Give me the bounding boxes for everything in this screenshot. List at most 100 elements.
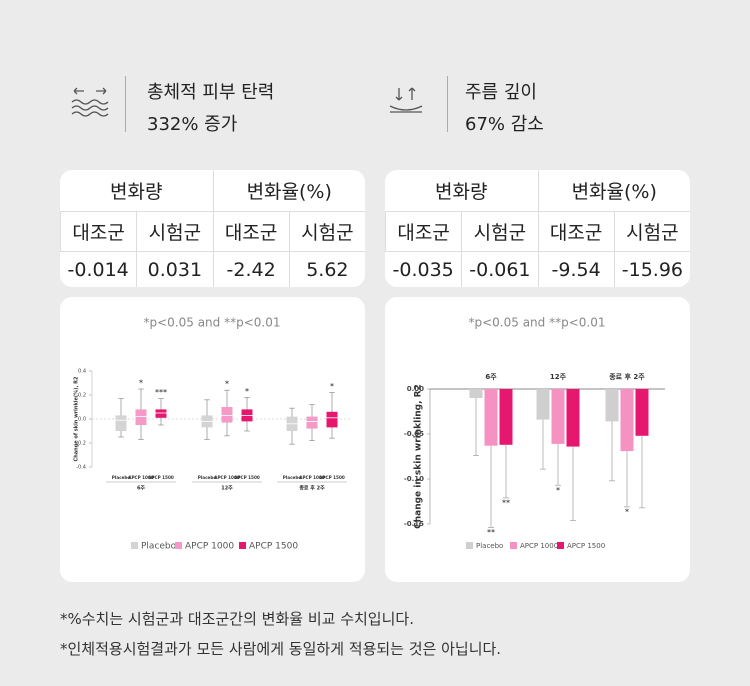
result-table: 변화량 변화율(%) 대조군 시험군 대조군 시험군 -0.035 -0.061… [385, 170, 690, 287]
y-tick-label: -0.15 [404, 520, 424, 528]
significance: ** [502, 498, 510, 507]
table-header: 변화량 [60, 170, 213, 212]
table-subheader: 시험군 [136, 212, 213, 252]
legend-swatch [239, 542, 246, 549]
highlight-value: 332% 증가 [147, 114, 238, 135]
table-subheader: 시험군 [461, 212, 538, 252]
chart-panel [385, 297, 690, 582]
category-label: 12주 [550, 373, 567, 381]
box [306, 416, 318, 429]
table-value: -9.54 [537, 252, 614, 287]
y-tick-label: 0.4 [78, 369, 86, 375]
significance: * [245, 387, 249, 396]
bar [551, 389, 565, 444]
bar [536, 389, 550, 420]
highlight-value: 67% 감소 [465, 114, 544, 135]
legend-swatch [557, 542, 564, 549]
bar [469, 389, 483, 398]
legend-swatch [131, 542, 138, 549]
y-tick-label: 0.00 [407, 385, 424, 393]
category-label: 12주 [221, 485, 233, 492]
legend-swatch [510, 542, 517, 549]
table-value: -2.42 [212, 252, 289, 287]
bar [635, 389, 649, 436]
table-subheader: 대조군 [537, 212, 614, 252]
table-subheader: 시험군 [288, 212, 365, 252]
series-tick-label: APCP 1500 [234, 475, 260, 480]
significance: ** [487, 528, 495, 537]
y-tick-label: 0.2 [78, 393, 86, 399]
category-label: 종료 후 2주 [299, 485, 325, 492]
legend-label: APCP 1500 [567, 542, 605, 550]
y-tick-label: -0.05 [404, 430, 424, 438]
significance: * [556, 486, 560, 495]
table-header: 변화율(%) [537, 170, 690, 212]
table-value: -15.96 [613, 252, 690, 287]
box [135, 409, 147, 425]
series-tick-label: APCP 1000 [214, 475, 240, 480]
box [115, 415, 127, 431]
series-tick-label: Placebo [283, 475, 302, 480]
significance: * [330, 382, 334, 391]
chart-panel [60, 297, 365, 582]
divider [447, 76, 448, 132]
bar [499, 389, 513, 445]
bar [620, 389, 634, 452]
bar [566, 389, 580, 447]
highlight-title: 주름 깊이 [465, 82, 537, 103]
chart-note: *p<0.05 and **p<0.01 [144, 316, 281, 330]
series-tick-label: APCP 1000 [128, 475, 154, 480]
table-subheader: 대조군 [212, 212, 289, 252]
table-subheader: 대조군 [385, 212, 462, 252]
box [221, 407, 233, 423]
chart-note: *p<0.05 and **p<0.01 [469, 316, 606, 330]
legend-swatch [466, 542, 473, 549]
box [326, 411, 338, 428]
table-header: 변화율(%) [212, 170, 365, 212]
y-axis-label: Change of skin wrinkle(%), R2 [74, 376, 80, 461]
legend-label: APCP 1000 [520, 542, 558, 550]
legend-label: Placebo [141, 542, 177, 552]
series-tick-label: Placebo [198, 475, 217, 480]
elasticity-icon [71, 87, 109, 117]
significance: * [225, 380, 229, 389]
result-table: 변화량 변화율(%) 대조군 시험군 대조군 시험군 -0.014 0.031 … [60, 170, 365, 287]
category-label: 종료 후 2주 [609, 372, 645, 381]
table-subheader: 대조군 [60, 212, 137, 252]
series-tick-label: APCP 1000 [299, 475, 325, 480]
series-tick-label: Placebo [112, 475, 131, 480]
category-label: 6주 [485, 373, 497, 381]
footnote: *%수치는 시험군과 대조군간의 변화율 비교 수치입니다. [60, 610, 414, 628]
footnote: *인체적용시험결과가 모든 사람에게 동일하게 적용되는 것은 아닙니다. [60, 640, 502, 658]
legend-label: Placebo [476, 542, 503, 550]
table-value: 5.62 [288, 252, 365, 287]
table-value: -0.014 [67, 258, 129, 281]
table-value: -0.061 [461, 252, 537, 287]
bar [605, 389, 619, 422]
table-header: 변화량 [385, 170, 538, 212]
wrinkle-icon [389, 87, 423, 113]
legend-swatch [175, 542, 182, 549]
bar [484, 389, 498, 446]
y-tick-label: -0.2 [76, 441, 86, 447]
y-axis-label: Change in skin wrinkling, R2 [414, 384, 424, 529]
y-tick-label: -0.4 [76, 465, 86, 471]
table-value: 0.031 [136, 252, 212, 287]
y-tick-label: 0.0 [78, 417, 86, 423]
table-subheader: 시험군 [613, 212, 690, 252]
legend-label: APCP 1000 [185, 542, 234, 552]
significance: * [625, 507, 629, 516]
significance: * [139, 379, 143, 388]
series-tick-label: APCP 1500 [148, 475, 174, 480]
table-value: -0.035 [392, 258, 454, 281]
highlight-title: 총체적 피부 탄력 [147, 82, 275, 103]
category-label: 6주 [137, 485, 145, 492]
box [155, 409, 167, 418]
legend-label: APCP 1500 [249, 542, 298, 552]
y-tick-label: -0.10 [404, 475, 424, 483]
series-tick-label: APCP 1500 [319, 475, 345, 480]
significance: *** [155, 388, 167, 397]
divider [125, 76, 126, 132]
